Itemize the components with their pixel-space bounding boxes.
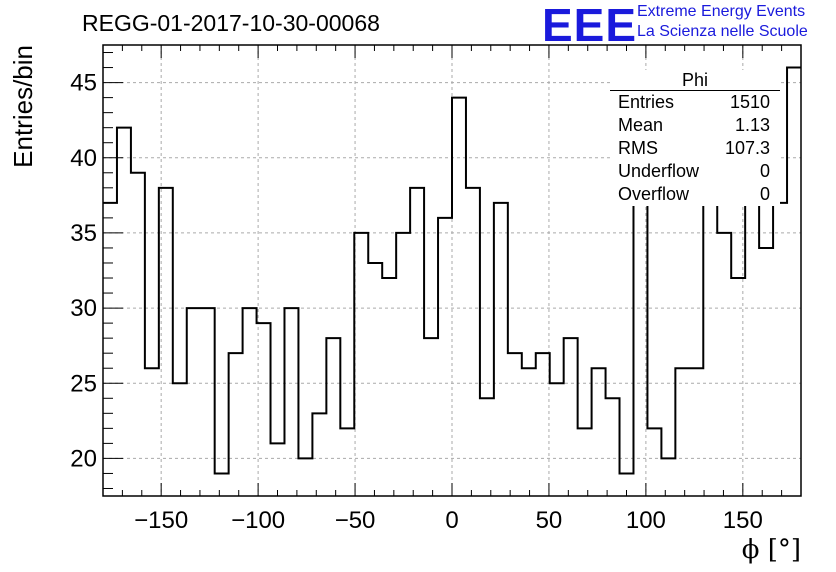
histogram-bin <box>271 443 285 496</box>
stats-value: 1.13 <box>734 115 770 135</box>
eee-logo: EEE <box>542 0 638 51</box>
histogram-bin <box>215 473 229 496</box>
histogram-bin <box>187 308 201 496</box>
stats-row-entries: Entries 1510 <box>610 91 780 114</box>
axis-labels: −150 −100 −50 0 50 100 150 20 25 30 35 40 45 ϕ [°] Ent… <box>8 45 801 565</box>
histogram-bin <box>312 413 326 496</box>
histogram-bin <box>550 383 564 496</box>
stats-row-rms: RMS 107.3 <box>610 137 780 160</box>
logo-subtitle-1: Extreme Energy Events <box>637 3 806 20</box>
stats-value: 107.3 <box>724 138 770 158</box>
histogram-bin <box>689 368 703 496</box>
stats-row-mean: Mean 1.13 <box>610 114 780 137</box>
stats-label: Underflow <box>618 161 700 181</box>
histogram-bin <box>410 188 424 496</box>
logo-subtitle-2: La Scienza nelle Scuole <box>637 23 808 40</box>
histogram-bin <box>326 338 340 496</box>
histogram-bin <box>131 173 145 496</box>
histogram-bin <box>787 68 801 496</box>
y-tick-label: 40 <box>70 145 97 172</box>
y-tick-label: 30 <box>70 295 97 322</box>
x-tick-label: −50 <box>335 507 376 534</box>
x-axis-title: ϕ [°] <box>742 535 801 565</box>
stats-box: Phi Entries 1510 Mean 1.13 RMS 107.3 Und… <box>610 70 780 206</box>
histogram-bin <box>773 203 787 496</box>
histogram-bin <box>466 188 480 496</box>
stats-title: Phi <box>610 70 780 91</box>
histogram-bin <box>243 308 257 496</box>
y-axis-title: Entries/bin <box>8 45 38 168</box>
x-tick-label: 50 <box>536 507 563 534</box>
histogram-bin <box>145 368 159 496</box>
histogram-bin <box>717 233 731 496</box>
x-tick-label: 100 <box>626 507 666 534</box>
stats-value: 0 <box>759 161 770 181</box>
histogram-bin <box>675 368 689 496</box>
histogram-bin <box>494 203 508 496</box>
x-tick-label: −150 <box>134 507 188 534</box>
histogram-bin <box>745 203 759 496</box>
stats-label: Mean <box>618 115 664 135</box>
histogram-bin <box>438 218 452 496</box>
histogram-bin <box>340 428 354 496</box>
histogram-bin <box>229 353 243 496</box>
histogram-bin <box>117 128 131 496</box>
histogram-bin <box>592 368 606 496</box>
axes <box>102 44 802 497</box>
histogram-bin <box>536 353 550 496</box>
histogram-bin <box>257 323 271 496</box>
histogram-bin <box>368 263 382 496</box>
histogram-bin <box>703 188 717 496</box>
x-tick-label: −100 <box>231 507 285 534</box>
stats-row-overflow: Overflow 0 <box>610 183 780 206</box>
histogram-bin <box>396 233 410 496</box>
stats-value: 0 <box>759 184 770 204</box>
histogram-bin <box>201 308 215 496</box>
y-tick-label: 45 <box>70 70 97 97</box>
y-tick-label: 35 <box>70 220 97 247</box>
y-tick-label: 25 <box>70 370 97 397</box>
histogram-bin <box>173 383 187 496</box>
stats-label: Entries <box>618 92 675 112</box>
stats-label: RMS <box>618 138 658 158</box>
stats-row-underflow: Underflow 0 <box>610 160 780 183</box>
histogram-bin <box>508 353 522 496</box>
histogram-bin <box>382 278 396 496</box>
histogram-bin <box>522 368 536 496</box>
x-tick-label: 150 <box>723 507 763 534</box>
histogram-bin <box>564 338 578 496</box>
histogram-bin <box>480 398 494 496</box>
histogram-bin <box>424 338 438 496</box>
histogram-bin <box>103 203 117 496</box>
histogram-bin <box>633 203 647 496</box>
histogram-bin <box>354 233 368 496</box>
histogram-bin <box>284 308 298 496</box>
run-title: REGG-01-2017-10-30-00068 <box>82 10 380 36</box>
histogram-bin <box>606 398 620 496</box>
histogram-bin <box>647 428 661 496</box>
histogram-bin <box>578 428 592 496</box>
histogram-bin <box>298 458 312 496</box>
histogram-outline <box>103 66 801 475</box>
histogram-bins <box>103 66 801 496</box>
histogram-bin <box>661 458 675 496</box>
stats-label: Overflow <box>618 184 690 204</box>
y-tick-label: 20 <box>70 445 97 472</box>
stats-value: 1510 <box>729 92 770 112</box>
x-tick-label: 0 <box>445 507 458 534</box>
